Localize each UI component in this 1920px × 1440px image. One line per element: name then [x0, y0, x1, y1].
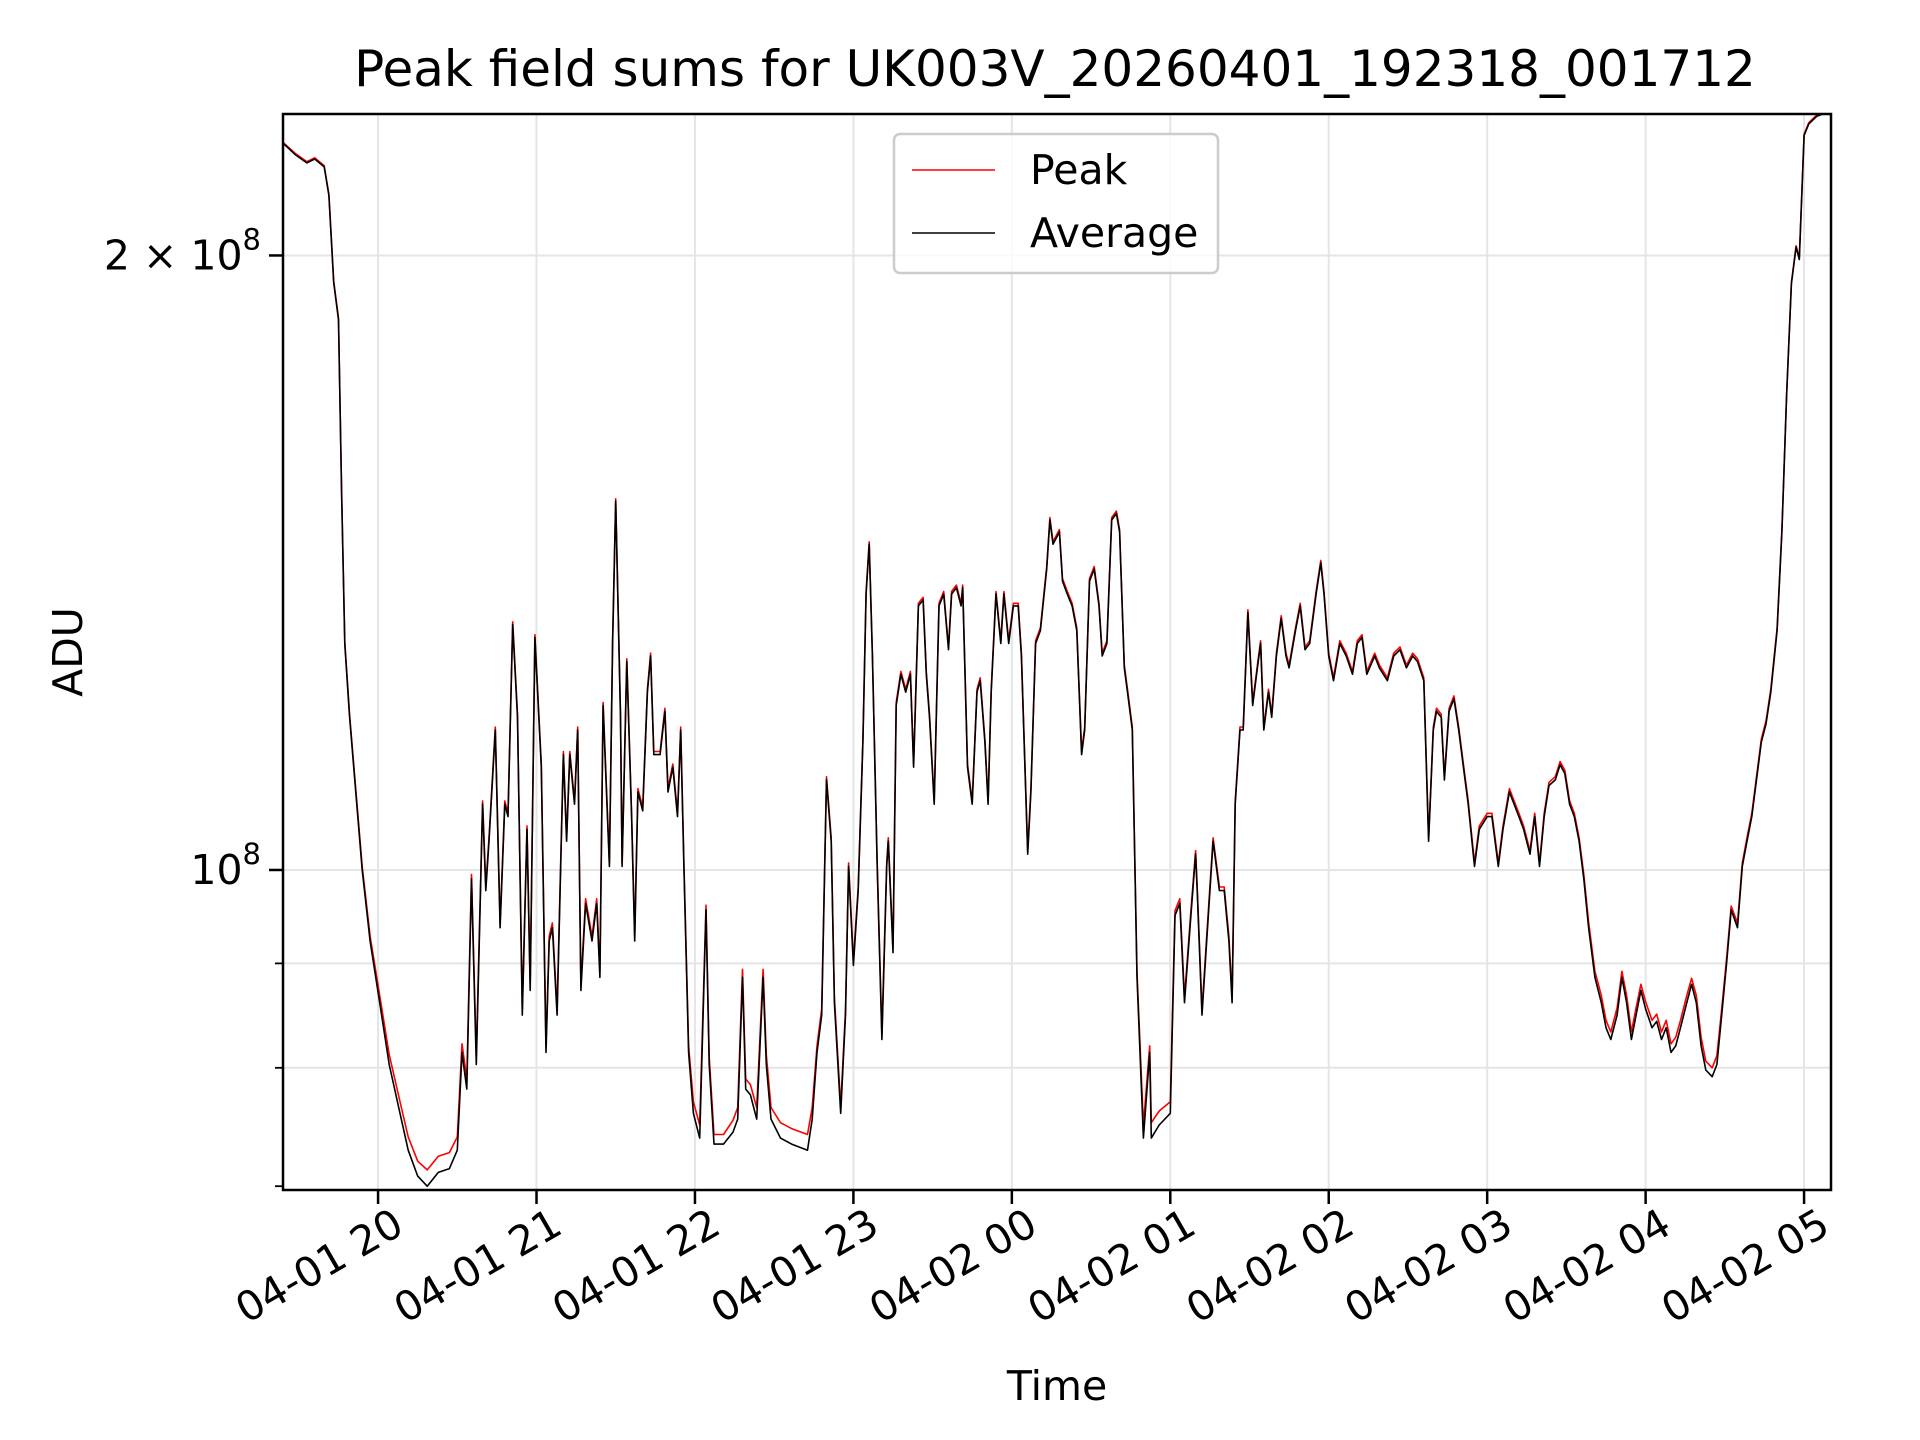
x-tick-label: 04-01 23: [703, 1199, 887, 1333]
legend-label-average: Average: [1030, 209, 1198, 257]
chart-title: Peak field sums for UK003V_20260401_1923…: [354, 40, 1756, 98]
y-tick-label-base: 2 × 10: [104, 231, 243, 279]
y-tick-label-exponent: 8: [243, 837, 261, 871]
x-tick-label: 04-01 20: [227, 1199, 411, 1333]
y-tick-label: 108: [190, 837, 261, 894]
plot-frame: [281, 112, 1833, 1192]
x-tick-label: 04-01 21: [386, 1199, 570, 1333]
legend-box: [892, 132, 1220, 275]
x-tick-label: 04-02 02: [1178, 1199, 1362, 1333]
series-peak-line: [283, 114, 1823, 1171]
x-tick-label: 04-02 01: [1020, 1199, 1204, 1333]
y-tick-label-exponent: 8: [243, 222, 261, 256]
legend: Peak Average: [892, 132, 1220, 275]
legend-label-peak: Peak: [1030, 146, 1128, 194]
x-tick-label: 04-01 22: [544, 1199, 728, 1333]
y-axis-label: ADU: [44, 607, 92, 697]
x-tick-label: 04-02 04: [1495, 1199, 1679, 1333]
y-tick-label-base: 10: [190, 846, 242, 894]
grid: [283, 114, 1831, 1190]
y-tick-label: 2 × 108: [104, 222, 261, 279]
x-tick-label: 04-02 05: [1653, 1199, 1837, 1333]
x-axis-label: Time: [1006, 1362, 1107, 1410]
x-tick-label: 04-02 00: [861, 1199, 1045, 1333]
x-tick-label: 04-02 03: [1337, 1199, 1521, 1333]
series-lines: [283, 114, 1824, 1187]
series-average-line: [283, 114, 1824, 1187]
